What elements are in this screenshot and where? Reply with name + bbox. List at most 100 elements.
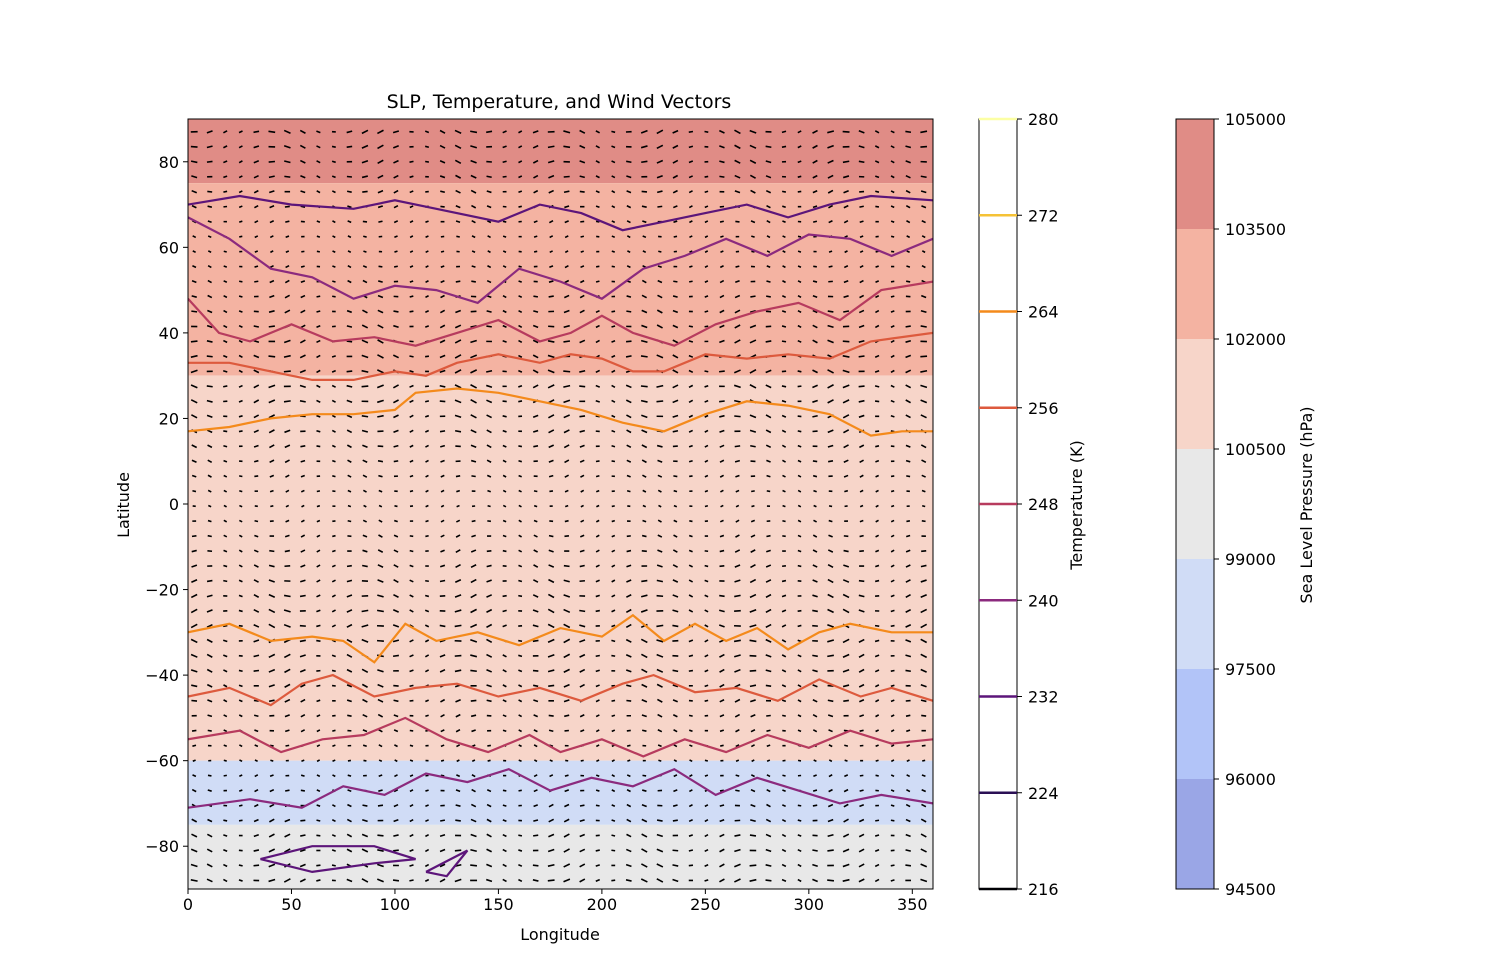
wind-vector xyxy=(643,506,646,507)
wind-vector xyxy=(254,326,259,327)
wind-vector xyxy=(426,236,429,237)
wind-vector xyxy=(859,551,864,552)
wind-vector xyxy=(533,446,538,447)
x-tick-label: 150 xyxy=(483,895,514,914)
wind-vector xyxy=(549,296,554,297)
wind-vector xyxy=(596,775,599,776)
wind-vector xyxy=(223,191,227,192)
wind-vector xyxy=(907,251,910,252)
wind-vector xyxy=(642,790,646,791)
wind-vector xyxy=(425,775,428,776)
wind-vector xyxy=(317,700,321,701)
temperature-colorbar-tick-label: 224 xyxy=(1028,784,1059,803)
wind-vector xyxy=(563,341,570,342)
wind-vector xyxy=(284,401,291,402)
wind-vector xyxy=(596,790,599,791)
temperature-colorbar-tick-label: 272 xyxy=(1028,206,1059,225)
wind-vector xyxy=(782,775,785,776)
wind-vector xyxy=(410,476,413,477)
wind-vector xyxy=(208,536,212,537)
wind-vector xyxy=(549,730,553,731)
wind-vector xyxy=(905,865,911,866)
wind-vector xyxy=(534,506,537,507)
wind-vector xyxy=(891,865,895,866)
wind-vector xyxy=(503,236,506,237)
wind-vector xyxy=(565,775,569,776)
wind-vector xyxy=(798,625,802,626)
wind-vector xyxy=(332,536,335,537)
wind-vector xyxy=(425,401,429,402)
wind-vector xyxy=(378,805,383,806)
wind-vector xyxy=(596,655,600,656)
wind-vector xyxy=(207,191,212,192)
wind-vector xyxy=(268,356,275,357)
y-tick-label: 20 xyxy=(159,409,179,428)
wind-vector xyxy=(689,865,693,866)
wind-vector xyxy=(488,760,491,761)
wind-vector xyxy=(705,191,708,192)
wind-vector xyxy=(782,146,786,147)
wind-vector xyxy=(518,401,522,402)
wind-vector xyxy=(410,491,413,492)
wind-vector xyxy=(471,281,476,282)
wind-vector xyxy=(254,850,259,851)
wind-vector xyxy=(828,461,833,462)
wind-vector xyxy=(410,161,414,162)
wind-vector xyxy=(285,206,290,207)
wind-vector xyxy=(798,566,801,567)
wind-vector xyxy=(705,880,709,881)
wind-vector xyxy=(734,416,740,417)
wind-vector xyxy=(455,850,461,851)
wind-vector xyxy=(626,356,631,357)
wind-vector xyxy=(549,715,554,716)
wind-vector xyxy=(270,760,273,761)
wind-vector xyxy=(750,640,757,641)
wind-vector xyxy=(627,491,630,492)
wind-vector xyxy=(377,835,383,836)
wind-vector xyxy=(596,476,599,477)
wind-vector xyxy=(579,386,585,387)
wind-vector xyxy=(875,835,879,836)
wind-vector xyxy=(362,416,368,417)
slp-colorbar-tick-label: 99000 xyxy=(1225,550,1276,569)
slp-colorbar-tick-label: 102000 xyxy=(1225,330,1286,349)
wind-vector xyxy=(549,536,553,537)
wind-vector xyxy=(347,191,352,192)
wind-vector xyxy=(223,565,227,566)
wind-vector xyxy=(720,236,723,237)
temperature-colorbar-tick-label: 280 xyxy=(1028,110,1059,129)
wind-vector xyxy=(750,865,757,866)
wind-vector xyxy=(612,506,615,507)
wind-vector xyxy=(875,386,879,387)
wind-vector xyxy=(766,685,771,686)
wind-vector xyxy=(674,236,677,237)
wind-vector xyxy=(533,685,538,686)
wind-vector xyxy=(503,416,507,417)
wind-vector xyxy=(689,671,693,672)
wind-vector xyxy=(813,790,817,791)
wind-vector xyxy=(767,745,770,746)
x-tick-label: 250 xyxy=(690,895,721,914)
wind-vector xyxy=(300,835,305,836)
wind-vector xyxy=(300,595,306,596)
wind-vector xyxy=(798,820,801,821)
wind-vector xyxy=(284,595,290,596)
wind-vector xyxy=(656,625,663,626)
wind-vector xyxy=(224,745,227,746)
wind-vector xyxy=(719,371,725,372)
x-tick-label: 0 xyxy=(183,895,193,914)
wind-vector xyxy=(750,835,756,836)
wind-vector xyxy=(876,266,879,267)
y-tick-label: −60 xyxy=(145,752,179,771)
wind-vector xyxy=(875,640,879,641)
wind-vector xyxy=(673,805,677,806)
wind-vector xyxy=(332,745,335,746)
wind-vector xyxy=(223,386,227,387)
wind-vector xyxy=(239,790,242,791)
wind-vector xyxy=(891,296,894,297)
wind-vector xyxy=(425,790,428,791)
wind-vector xyxy=(317,491,320,492)
wind-vector xyxy=(224,775,227,776)
wind-vector xyxy=(363,760,366,761)
